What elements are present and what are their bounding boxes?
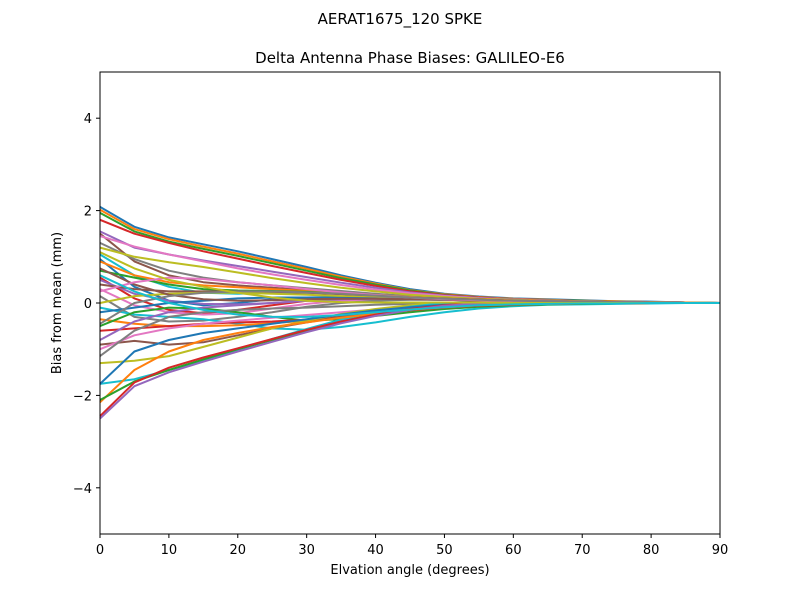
x-tick-label: 70 [574, 543, 591, 558]
figure-suptitle: AERAT1675_120 SPKE [318, 10, 483, 29]
x-tick-label: 30 [298, 543, 315, 558]
x-axis-label: Elvation angle (degrees) [330, 563, 489, 578]
y-axis-label: Bias from mean (mm) [50, 232, 65, 374]
x-tick-label: 90 [712, 543, 729, 558]
x-tick-label: 50 [436, 543, 453, 558]
x-tick-label: 40 [367, 543, 384, 558]
x-tick-label: 80 [643, 543, 660, 558]
x-tick-label: 0 [96, 543, 104, 558]
chart-title: Delta Antenna Phase Biases: GALILEO-E6 [255, 49, 565, 67]
x-tick-label: 20 [230, 543, 247, 558]
x-axis: 0 10 20 30 40 50 60 70 80 90 [96, 534, 728, 558]
y-tick-label: 0 [84, 297, 92, 312]
y-tick-label: 2 [84, 205, 92, 220]
x-tick-label: 60 [505, 543, 522, 558]
series-lines [99, 206, 721, 420]
y-axis: −4 −2 0 2 4 [73, 112, 100, 497]
y-tick-label: −2 [73, 389, 92, 404]
y-tick-label: −4 [73, 482, 92, 497]
series-line [99, 274, 720, 318]
x-tick-label: 10 [161, 543, 178, 558]
y-tick-label: 4 [84, 112, 92, 127]
